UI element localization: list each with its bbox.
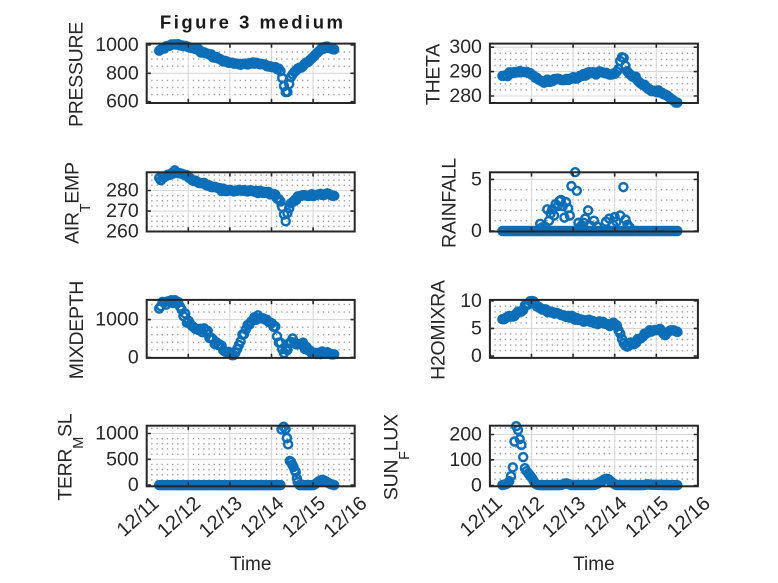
- svg-text:290: 290: [449, 61, 482, 83]
- svg-text:MIXDEPTH: MIXDEPTH: [66, 281, 88, 379]
- svg-text:Figure 3 medium: Figure 3 medium: [160, 12, 346, 33]
- svg-text:Time: Time: [230, 554, 272, 575]
- svg-text:5: 5: [471, 168, 482, 190]
- svg-text:H2OMIXRA: H2OMIXRA: [428, 280, 450, 380]
- svg-text:600: 600: [106, 91, 139, 113]
- svg-text:SUNF​LUX: SUNF​LUX: [381, 414, 414, 500]
- svg-text:800: 800: [106, 62, 139, 84]
- svg-text:0: 0: [471, 475, 482, 497]
- svg-text:AIRT​EMP: AIRT​EMP: [62, 162, 95, 244]
- svg-text:280: 280: [106, 180, 139, 202]
- svg-text:TERRM​SL: TERRM​SL: [55, 413, 88, 500]
- svg-text:1000: 1000: [95, 309, 139, 331]
- svg-text:500: 500: [106, 448, 139, 470]
- svg-text:10: 10: [460, 290, 482, 312]
- svg-text:270: 270: [106, 200, 139, 222]
- svg-text:Time: Time: [573, 554, 615, 575]
- svg-text:THETA: THETA: [423, 44, 445, 105]
- svg-text:0: 0: [128, 474, 139, 496]
- svg-text:1000: 1000: [95, 34, 139, 56]
- svg-text:300: 300: [449, 36, 482, 58]
- svg-text:280: 280: [449, 85, 482, 107]
- svg-text:1000: 1000: [95, 423, 139, 445]
- svg-text:0: 0: [128, 346, 139, 368]
- svg-text:5: 5: [471, 317, 482, 339]
- svg-text:RAINFALL: RAINFALL: [439, 158, 461, 248]
- svg-text:260: 260: [106, 221, 139, 243]
- svg-text:100: 100: [449, 449, 482, 471]
- svg-text:200: 200: [449, 424, 482, 446]
- svg-text:PRESSURE: PRESSURE: [66, 22, 88, 127]
- svg-text:0: 0: [471, 220, 482, 242]
- svg-text:0: 0: [471, 345, 482, 367]
